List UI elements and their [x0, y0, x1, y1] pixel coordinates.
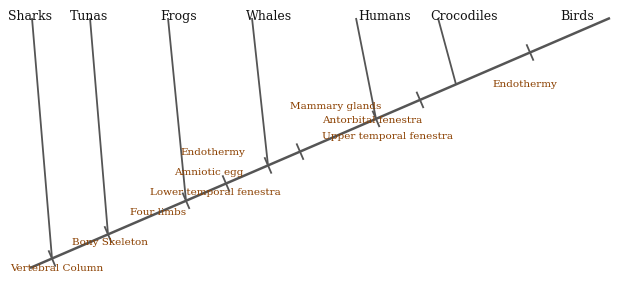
Text: Endothermy: Endothermy — [492, 80, 557, 89]
Text: Endothermy: Endothermy — [180, 148, 245, 157]
Text: Bony Skeleton: Bony Skeleton — [72, 238, 148, 247]
Text: Frogs: Frogs — [160, 10, 197, 23]
Text: Lower temporal fenestra: Lower temporal fenestra — [150, 188, 280, 197]
Text: Antorbital fenestra: Antorbital fenestra — [322, 116, 423, 125]
Text: Birds: Birds — [560, 10, 593, 23]
Text: Upper temporal fenestra: Upper temporal fenestra — [322, 132, 453, 141]
Text: Tunas: Tunas — [70, 10, 108, 23]
Text: Vertebral Column: Vertebral Column — [10, 264, 103, 273]
Text: Sharks: Sharks — [8, 10, 52, 23]
Text: Mammary glands: Mammary glands — [290, 102, 381, 111]
Text: Whales: Whales — [246, 10, 292, 23]
Text: Amniotic egg: Amniotic egg — [174, 168, 244, 177]
Text: Four limbs: Four limbs — [130, 208, 186, 217]
Text: Crocodiles: Crocodiles — [430, 10, 498, 23]
Text: Humans: Humans — [358, 10, 411, 23]
